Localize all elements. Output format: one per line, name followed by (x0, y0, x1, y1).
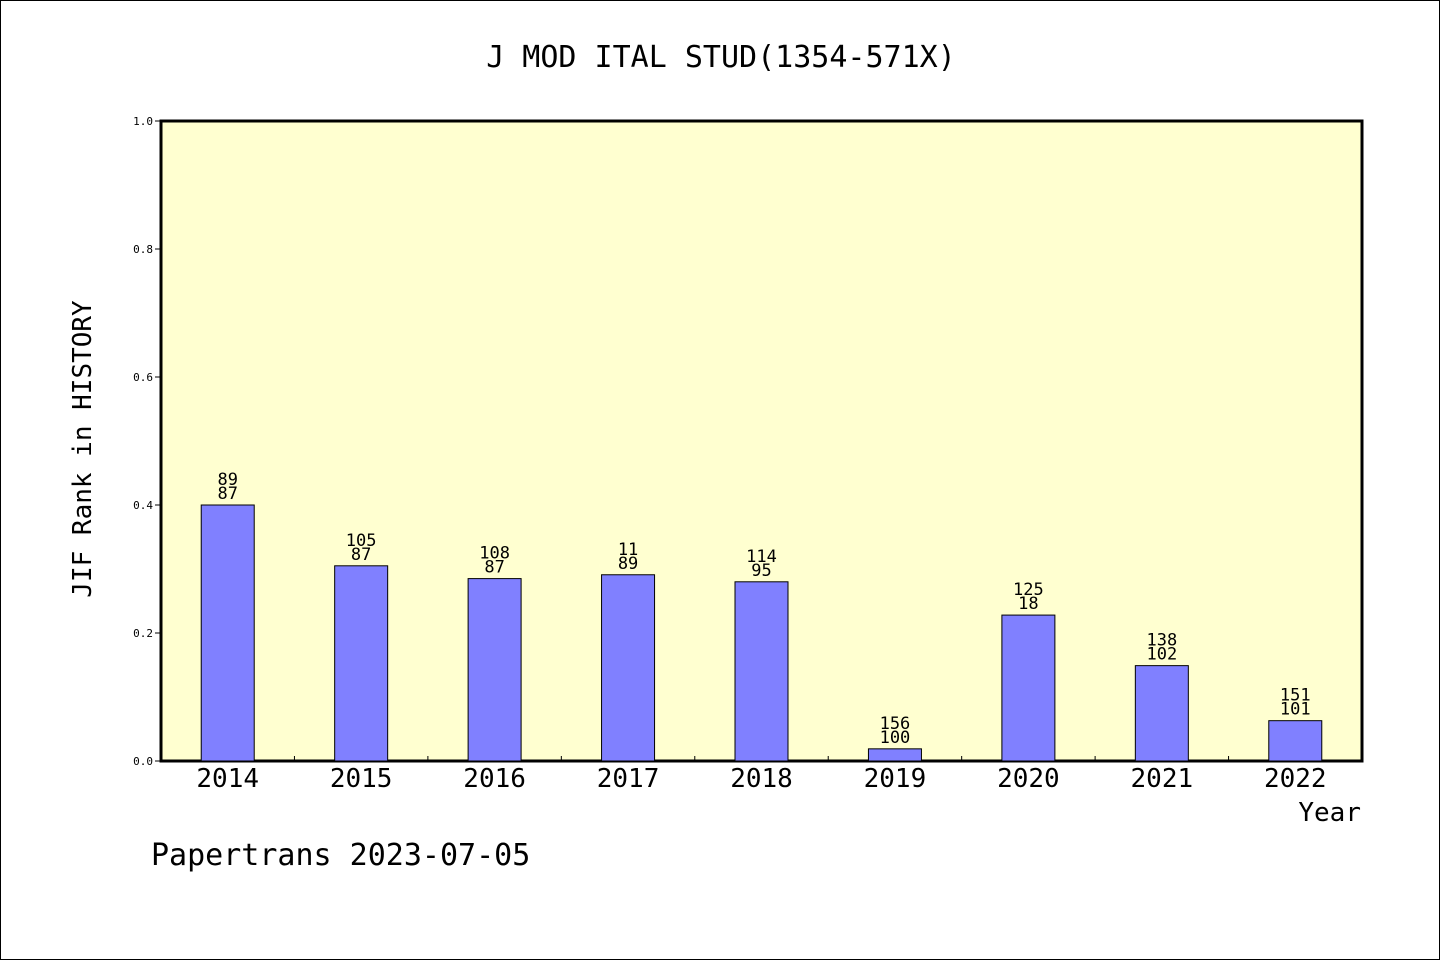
x-axis-ticks: 2014 2015 2016 2017 2018 2019 2020 2021 2022 (196, 756, 1327, 794)
y-axis-ticks: 0.0 0.2 0.4 0.6 0.8 1.0 (133, 115, 161, 768)
bar (467, 578, 522, 762)
bar (1134, 665, 1189, 762)
y-axis-title: JIF Rank in HISTORY (68, 300, 98, 598)
bar-label-bottom: 102 (1146, 645, 1177, 665)
x-tick-label: 2018 (730, 764, 793, 794)
bar-label-top: 125 (1013, 580, 1044, 600)
bar-label-top: 138 (1146, 631, 1177, 651)
bar-label-top: 114 (746, 547, 777, 567)
y-tick-label: 0.6 (133, 371, 153, 384)
bar (734, 581, 789, 762)
bar-label-bottom: 89 (618, 554, 638, 574)
bar-label-top: 151 (1280, 686, 1311, 706)
x-tick-label: 2019 (864, 764, 927, 794)
footer-text: Papertrans 2023-07-05 (151, 838, 530, 873)
x-tick-label: 2020 (997, 764, 1060, 794)
bars (200, 504, 1323, 762)
bar-label-bottom: 87 (351, 545, 371, 565)
x-tick-label: 2016 (463, 764, 526, 794)
bar (601, 574, 656, 762)
bar-label-top: 11 (618, 540, 638, 560)
bar-label-bottom: 100 (880, 728, 911, 748)
y-tick-label: 0.8 (133, 243, 153, 256)
bar (200, 504, 255, 762)
bar-label-top: 108 (479, 544, 510, 564)
bar-label-bottom: 87 (217, 484, 237, 504)
bar (334, 565, 389, 762)
bar-label-bottom: 101 (1280, 700, 1311, 720)
x-tick-label: 2017 (597, 764, 660, 794)
bar-label-bottom: 95 (751, 561, 771, 581)
bar-label-bottom: 87 (484, 558, 504, 578)
y-tick-label: 0.0 (133, 755, 153, 768)
y-tick-label: 0.2 (133, 627, 153, 640)
bar-label-top: 89 (217, 470, 237, 490)
chart-title: J MOD ITAL STUD(1354-571X) (486, 40, 956, 75)
bar (1268, 720, 1323, 762)
x-tick-label: 2014 (196, 764, 259, 794)
bar (1001, 614, 1056, 762)
bar (867, 748, 922, 762)
x-axis-title: Year (1298, 798, 1361, 828)
x-tick-label: 2021 (1131, 764, 1194, 794)
x-tick-label: 2022 (1264, 764, 1327, 794)
bar-label-top: 105 (346, 531, 377, 551)
y-tick-label: 1.0 (133, 115, 153, 128)
bar-label-bottom: 18 (1018, 594, 1038, 614)
y-tick-label: 0.4 (133, 499, 153, 512)
x-tick-label: 2015 (330, 764, 393, 794)
bar-label-top: 156 (880, 714, 911, 734)
